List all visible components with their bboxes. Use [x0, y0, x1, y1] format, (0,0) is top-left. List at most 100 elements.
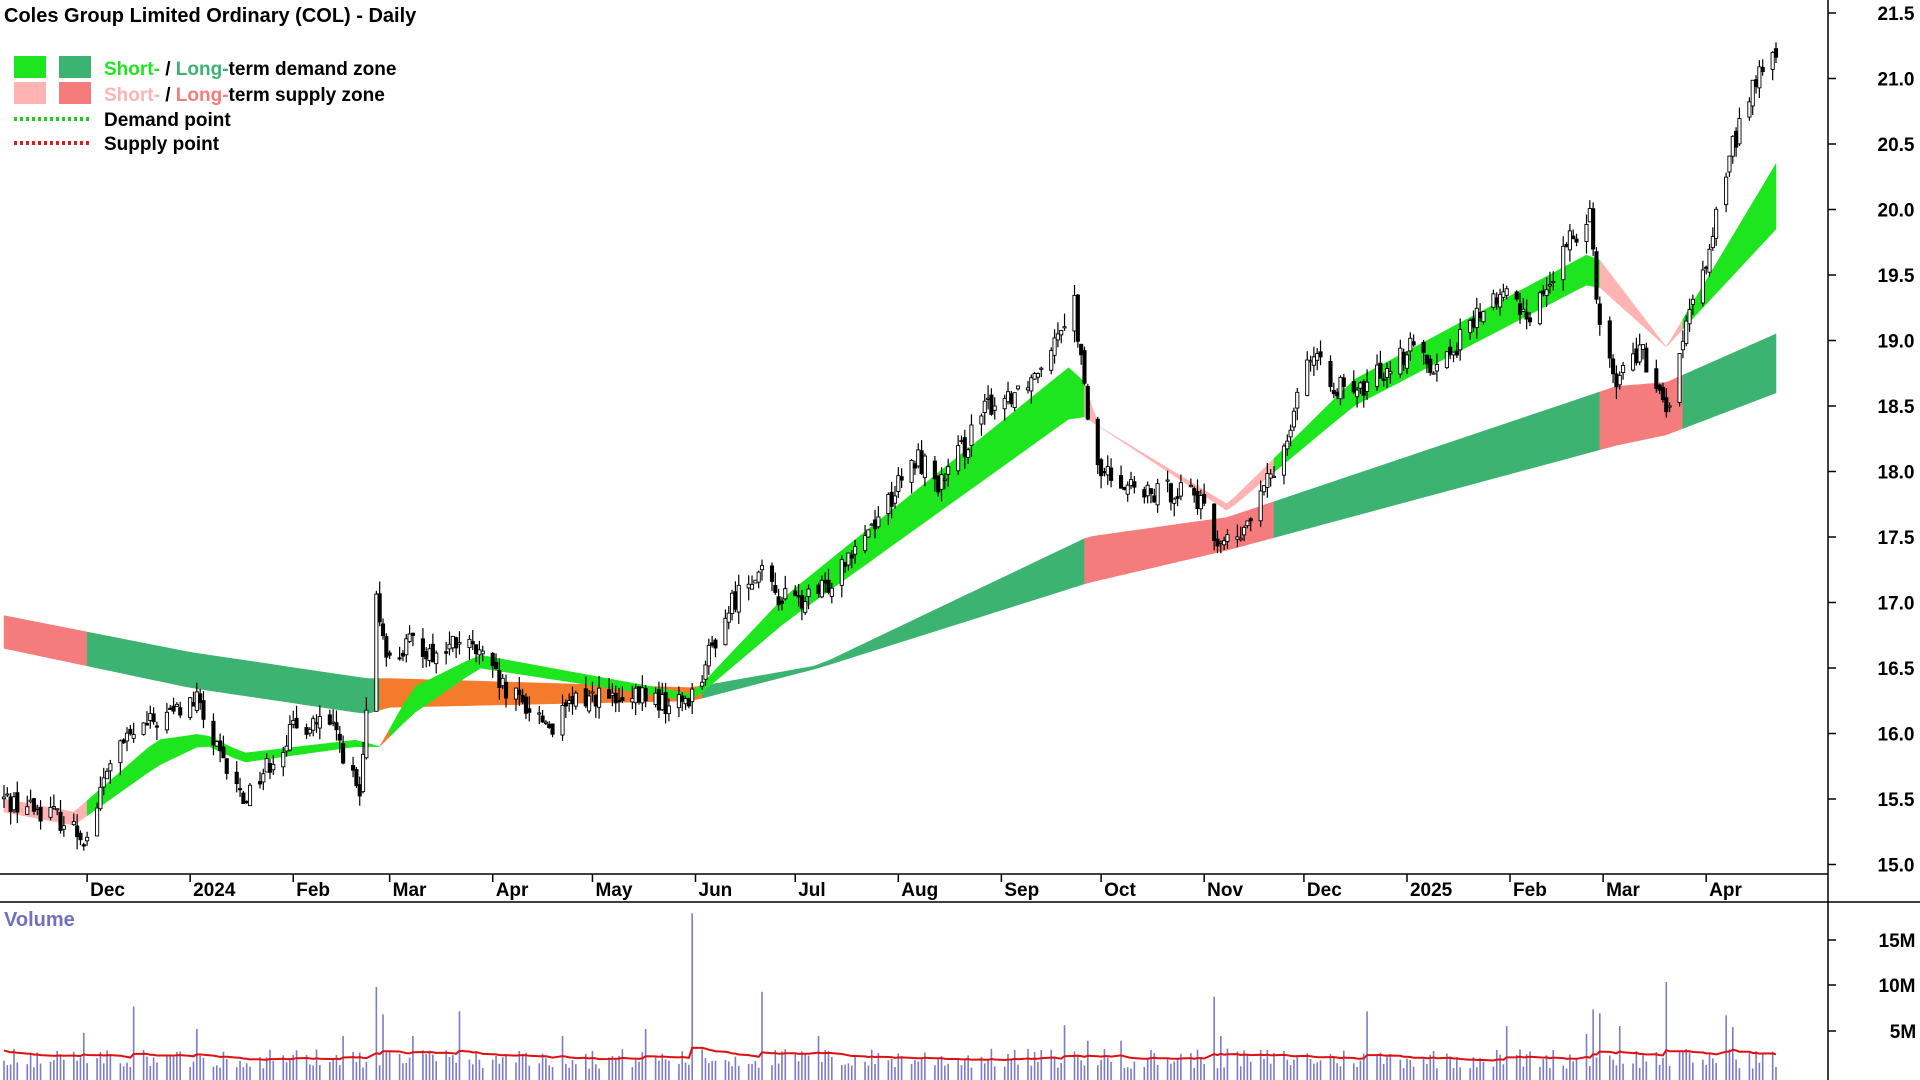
candle-body: [317, 716, 322, 729]
candle-body: [247, 784, 253, 807]
candle-body: [35, 807, 40, 810]
candle-body: [1365, 381, 1370, 392]
candle-body: [1517, 303, 1523, 315]
candle-body: [746, 583, 751, 589]
candle-body: [593, 694, 598, 707]
candle-body: [563, 702, 568, 707]
candle-body: [1035, 373, 1040, 378]
candle-body: [351, 765, 356, 771]
candle-body: [5, 793, 10, 796]
candle-body: [896, 475, 901, 492]
candle-body: [31, 798, 36, 812]
candle-body: [1714, 208, 1719, 239]
candle-body: [846, 552, 851, 566]
candle-body: [287, 724, 292, 751]
candle-body: [1009, 393, 1014, 405]
candle-body: [28, 799, 33, 803]
candle-body: [1195, 490, 1200, 510]
date-tick-label: May: [595, 880, 632, 901]
candle-body: [1271, 475, 1277, 479]
candle-body: [992, 405, 997, 411]
candle-body: [271, 764, 276, 771]
date-tick-label: Apr: [1709, 880, 1742, 901]
candle-body: [543, 721, 548, 724]
candle-body: [1165, 479, 1170, 482]
candle-body: [198, 693, 203, 704]
candle-body: [234, 771, 239, 785]
chart-title: Coles Group Limited Ordinary (COL) - Dai…: [4, 5, 417, 27]
candle-body: [607, 689, 612, 699]
legend-demand-short-label: Short-: [104, 59, 160, 80]
candle-body: [1514, 291, 1519, 300]
candle-body: [1245, 520, 1250, 527]
candle-body: [959, 439, 964, 443]
candle-body: [221, 746, 226, 759]
candle-body: [769, 565, 775, 582]
candle-body: [1750, 79, 1755, 107]
candle-body: [1730, 135, 1735, 157]
candle-body: [1265, 473, 1270, 488]
candle-body: [513, 687, 519, 700]
candle-body: [25, 806, 30, 815]
candle-body: [291, 720, 296, 725]
candle-body: [1710, 236, 1715, 249]
candle-body: [1258, 490, 1263, 522]
candle-body: [886, 493, 891, 515]
candle-body: [81, 844, 86, 847]
legend: Short- / Long-term demand zone Short- / …: [14, 56, 396, 155]
candle-body: [1375, 364, 1380, 388]
candle-body: [1727, 155, 1732, 173]
candle-body: [211, 720, 216, 746]
candle-body: [164, 711, 169, 731]
candle-body: [1757, 66, 1762, 89]
candle-body: [1634, 348, 1639, 364]
candle-body: [284, 745, 289, 752]
candle-body: [1152, 495, 1157, 503]
candle-body: [1564, 244, 1569, 248]
candle-body: [257, 781, 263, 785]
candle-body: [307, 728, 312, 734]
candle-body: [267, 762, 273, 773]
candle-body: [1305, 359, 1310, 396]
legend-supply-point: Supply point: [104, 134, 220, 155]
candle-body: [357, 784, 362, 797]
candle-body: [397, 657, 402, 660]
candle-body: [98, 786, 103, 810]
date-tick-label: Sep: [1004, 880, 1039, 901]
candle-body: [1125, 484, 1130, 495]
candle-body: [1105, 466, 1110, 476]
candle-body: [244, 800, 249, 804]
candle-body: [178, 707, 183, 716]
date-axis-ticks: Dec 2024 Feb Mar Apr May Jun Jul Aug Sep Oct Nov Dec…: [86, 874, 1743, 901]
candle-body: [1591, 208, 1596, 250]
candle-body: [1148, 488, 1154, 495]
candle-body: [1561, 245, 1566, 281]
candle-body: [1, 796, 7, 800]
candle-body: [733, 591, 738, 610]
candle-body: [450, 635, 455, 649]
price-tick-label: 21.5: [1878, 4, 1915, 25]
candle-body: [1684, 320, 1689, 345]
legend-swatch-short-demand: [14, 56, 46, 78]
candle-body: [713, 639, 718, 649]
candle-body: [1707, 248, 1712, 273]
candle-body: [839, 559, 844, 586]
price-tick-label: 21.0: [1878, 70, 1915, 91]
candle-body: [942, 478, 947, 481]
candle-body: [384, 636, 389, 658]
candle-body: [969, 424, 974, 446]
candle-body: [1404, 354, 1410, 369]
candle-body: [630, 697, 635, 703]
candle-body: [71, 821, 76, 826]
candle-body: [703, 664, 708, 680]
candle-body: [819, 579, 824, 598]
date-tick-label: Jul: [798, 880, 825, 901]
candle-body: [105, 770, 110, 780]
candle-body: [1168, 483, 1173, 503]
candle-body: [1431, 372, 1436, 375]
candle-body: [1242, 526, 1247, 536]
candle-body: [1285, 440, 1290, 450]
candle-body: [1458, 329, 1463, 351]
candle-body: [989, 394, 994, 415]
